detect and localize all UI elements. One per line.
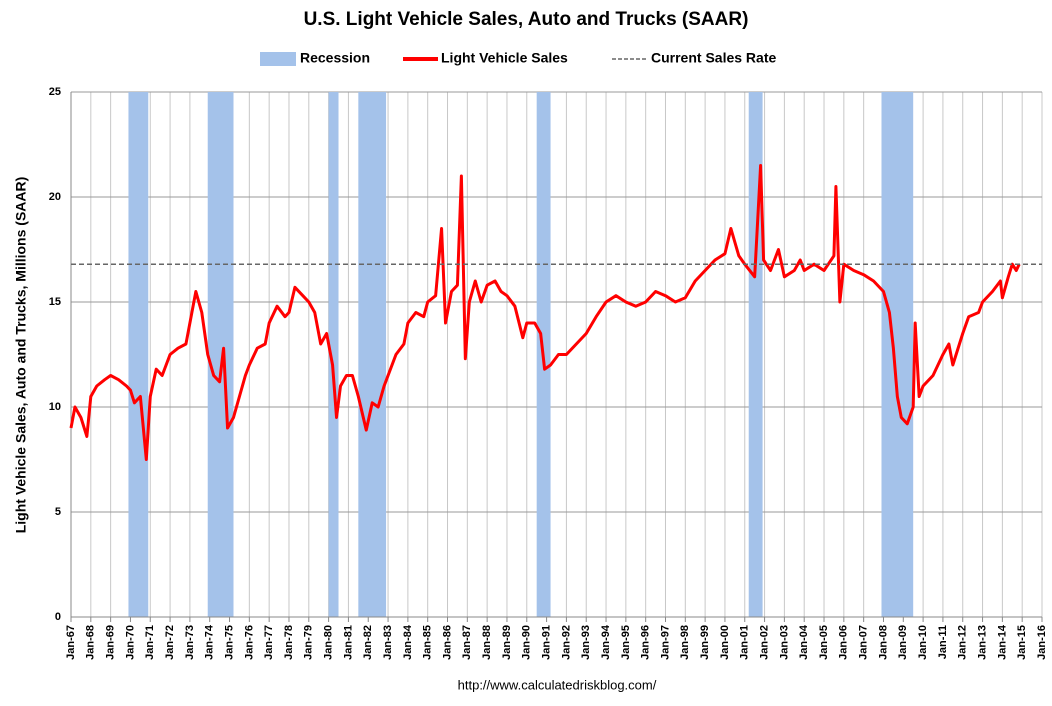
legend-label: Current Sales Rate [651,50,776,66]
x-tick-label: Jan-83 [382,625,394,660]
y-axis-label: Light Vehicle Sales, Auto and Trucks, Mi… [13,177,29,534]
legend-swatch-recession [260,52,296,66]
sales-line [69,164,1021,461]
x-tick-label: Jan-79 [303,625,315,660]
recession-band [328,92,339,617]
x-tick-label: Jan-76 [243,625,255,660]
x-tick-label: Jan-81 [342,625,354,660]
x-tick-label: Jan-86 [441,625,453,660]
x-tick-label: Jan-75 [223,625,235,660]
source-note: http://www.calculatedriskblog.com/ [458,677,657,692]
x-tick-label: Jan-77 [263,625,275,660]
recession-band [207,92,234,617]
x-tick-label: Jan-73 [184,625,196,660]
y-tick-label: 5 [55,506,61,518]
x-tick-label: Jan-89 [501,625,513,660]
x-tick-label: Jan-03 [778,625,790,660]
x-tick-label: Jan-10 [917,625,929,660]
x-tick-label: Jan-02 [758,625,770,660]
x-tick-label: Jan-74 [204,624,216,660]
x-tick-label: Jan-12 [957,625,969,660]
recession-band [128,92,149,617]
legend-label: Light Vehicle Sales [441,50,568,66]
y-tick-label: 10 [49,401,61,413]
x-tick-label: Jan-85 [422,625,434,660]
x-tick-label: Jan-88 [481,625,493,660]
x-tick-label: Jan-67 [65,625,77,660]
x-tick-label: Jan-98 [679,625,691,660]
x-tick-label: Jan-09 [897,625,909,660]
y-tick-label: 0 [55,611,61,623]
x-tick-label: Jan-93 [580,625,592,660]
x-tick-label: Jan-87 [461,625,473,660]
x-tick-label: Jan-11 [937,625,949,659]
x-tick-label: Jan-16 [1036,625,1048,660]
y-tick-label: 20 [49,191,61,203]
legend: Recession Light Vehicle Sales Current Sa… [260,50,776,66]
recession-band [881,92,914,617]
x-tick-label: Jan-90 [521,625,533,660]
x-tick-label: Jan-72 [164,625,176,660]
x-tick-label: Jan-01 [739,625,751,660]
x-tick-label: Jan-14 [996,624,1008,660]
x-tick-label: Jan-82 [362,625,374,660]
recession-band [358,92,387,617]
x-tick-label: Jan-71 [144,625,156,660]
x-tick-label: Jan-04 [798,624,810,660]
x-tick-label: Jan-94 [600,624,612,660]
y-tick-label: 15 [49,296,61,308]
x-tick-label: Jan-84 [402,624,414,660]
x-tick-label: Jan-78 [283,625,295,660]
x-tick-label: Jan-13 [976,625,988,660]
chart-title: U.S. Light Vehicle Sales, Auto and Truck… [304,9,749,30]
x-tick-label: Jan-07 [858,625,870,660]
x-tick-label: Jan-68 [85,625,97,660]
x-tick-label: Jan-96 [640,625,652,660]
x-tick-label: Jan-06 [838,625,850,660]
x-tick-label: Jan-95 [620,625,632,660]
x-tick-label: Jan-97 [659,625,671,660]
x-tick-label: Jan-05 [818,625,830,660]
y-tick-label: 25 [49,86,61,98]
x-tick-label: Jan-92 [560,625,572,660]
x-tick-label: Jan-70 [124,625,136,660]
x-tick-label: Jan-80 [323,625,335,660]
x-tick-label: Jan-99 [699,625,711,660]
legend-label: Recession [300,50,370,66]
x-tick-label: Jan-15 [1016,625,1028,660]
x-tick-label: Jan-08 [877,625,889,660]
recession-band [748,92,763,617]
x-tick-label: Jan-91 [540,625,552,660]
x-tick-label: Jan-00 [719,625,731,660]
x-tick-label: Jan-69 [105,625,117,660]
